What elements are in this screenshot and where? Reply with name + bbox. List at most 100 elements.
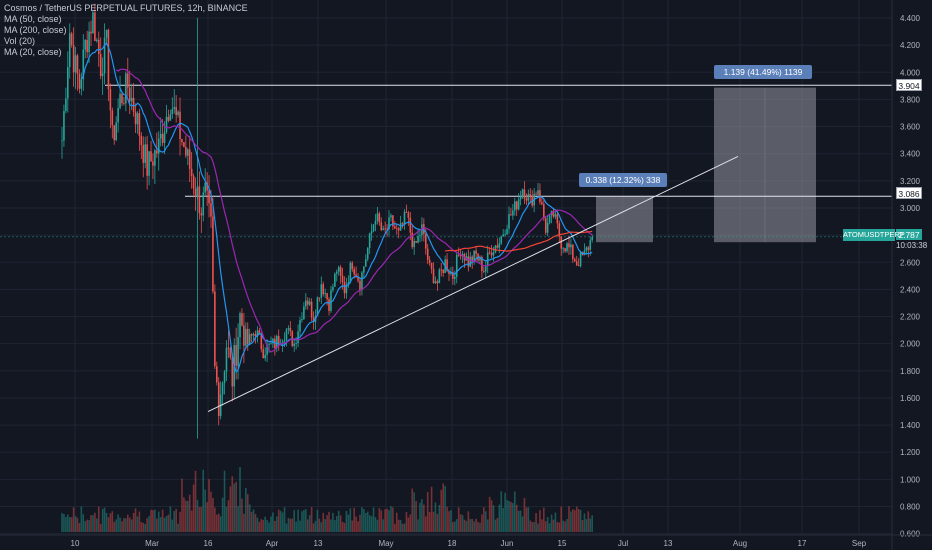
volume-bar [562, 520, 564, 532]
candle-body [65, 98, 67, 112]
candle-body [227, 347, 230, 349]
volume-bar [506, 500, 508, 532]
volume-bar [585, 519, 588, 532]
legend-title[interactable]: Cosmos / TetherUS PERPETUAL FUTURES, 12h… [4, 3, 248, 13]
volume-bar [192, 484, 195, 532]
volume-bar [252, 509, 255, 532]
candle-body [123, 103, 125, 104]
volume-bar [231, 476, 234, 532]
candle-body [96, 39, 98, 42]
volume-bar [366, 511, 369, 532]
candle-body [239, 313, 241, 338]
candle-body [88, 31, 90, 53]
price-tick-label: 1.000 [900, 475, 921, 484]
legend-ma50[interactable]: MA (50, close) [4, 14, 62, 24]
candle-body [498, 243, 501, 248]
volume-bar [492, 505, 495, 532]
measure-label-small[interactable]: 0.338 (12.32%) 338 [579, 173, 667, 187]
candle-body [270, 343, 272, 345]
volume-bar [568, 506, 570, 532]
candle-body [130, 97, 133, 102]
candle-body [519, 197, 522, 200]
volume-bar [372, 507, 375, 532]
volume-bar [374, 517, 377, 532]
volume-bar [88, 520, 90, 532]
candle-body [442, 269, 444, 273]
volume-bar [295, 521, 297, 532]
candle-body [262, 349, 265, 359]
volume-bar [92, 515, 94, 532]
volume-bar [293, 510, 295, 532]
volume-bar [357, 521, 359, 532]
candle-body [378, 213, 381, 223]
volume-bar [442, 483, 444, 532]
bar-countdown: 10:03:38 [896, 240, 928, 251]
candle-body [177, 111, 179, 115]
candle-body [560, 236, 563, 249]
candle-body [419, 235, 421, 237]
legend-ma200[interactable]: MA (200, close) [4, 25, 67, 35]
volume-bar [146, 518, 148, 532]
measure-label-large[interactable]: 1.139 (41.49%) 1139 [714, 65, 812, 79]
volume-bar [376, 519, 379, 532]
candle-body [161, 134, 164, 143]
candle-body [318, 297, 321, 299]
volume-bar [223, 470, 226, 532]
candle-body [411, 232, 414, 248]
candle-body [297, 331, 299, 344]
volume-bar [268, 522, 270, 532]
volume-bar [378, 508, 381, 532]
volume-bar [121, 521, 123, 532]
time-tick-label: Aug [733, 539, 747, 548]
legend-volume[interactable]: Vol (20) [4, 36, 36, 46]
volume-bar [260, 519, 263, 532]
candle-body [212, 216, 214, 292]
volume-bar [515, 504, 518, 532]
volume-bar [179, 511, 181, 532]
candle-body [446, 259, 448, 272]
candle-body [181, 139, 183, 143]
candle-body [275, 336, 278, 349]
volume-bar [537, 523, 539, 532]
volume-bar [103, 507, 106, 532]
volume-bar [361, 507, 363, 532]
volume-bar [380, 510, 383, 532]
volume-bar [78, 523, 81, 532]
volume-bar [424, 516, 427, 532]
candle-body [384, 228, 386, 230]
volume-bar [430, 486, 433, 532]
candle-body [216, 366, 218, 383]
candle-body [564, 248, 566, 252]
candle-body [461, 253, 464, 257]
candle-body [316, 297, 319, 317]
price-tag-middle: 3.086 [896, 187, 922, 199]
volume-bar [200, 506, 203, 532]
volume-bar [527, 507, 530, 532]
volume-bar [351, 520, 354, 532]
candle-body [146, 144, 148, 176]
price-axis[interactable]: 4.400 4.200 4.000 3.800 3.600 3.400 3.200 3.000… [891, 0, 921, 550]
volume-bar [241, 498, 243, 532]
volume-bar [382, 519, 385, 532]
volume-bar [504, 492, 506, 532]
volume-bar [508, 500, 510, 532]
volume-bar [558, 522, 561, 532]
volume-bar [216, 514, 218, 532]
candle-body [430, 262, 433, 269]
volume-bar [337, 510, 340, 532]
price-tick-label: 4.000 [900, 68, 921, 77]
volume-bar [188, 494, 191, 532]
volume-bar [343, 522, 346, 532]
volume-bar [214, 507, 216, 532]
volume-bar [469, 519, 472, 532]
candle-body [74, 55, 77, 73]
volume-bar [258, 521, 261, 532]
candle-body [173, 107, 176, 110]
volume-bar [481, 514, 483, 532]
volume-bar [575, 506, 578, 532]
time-axis[interactable]: 10 Mar 16 Apr 13 May 18 Jun 15 Jul 13 Aug 17 Sep [0, 534, 932, 548]
legend-ma20[interactable]: MA (20, close) [4, 47, 62, 57]
trendline[interactable] [207, 155, 739, 412]
candle-body [405, 211, 408, 213]
